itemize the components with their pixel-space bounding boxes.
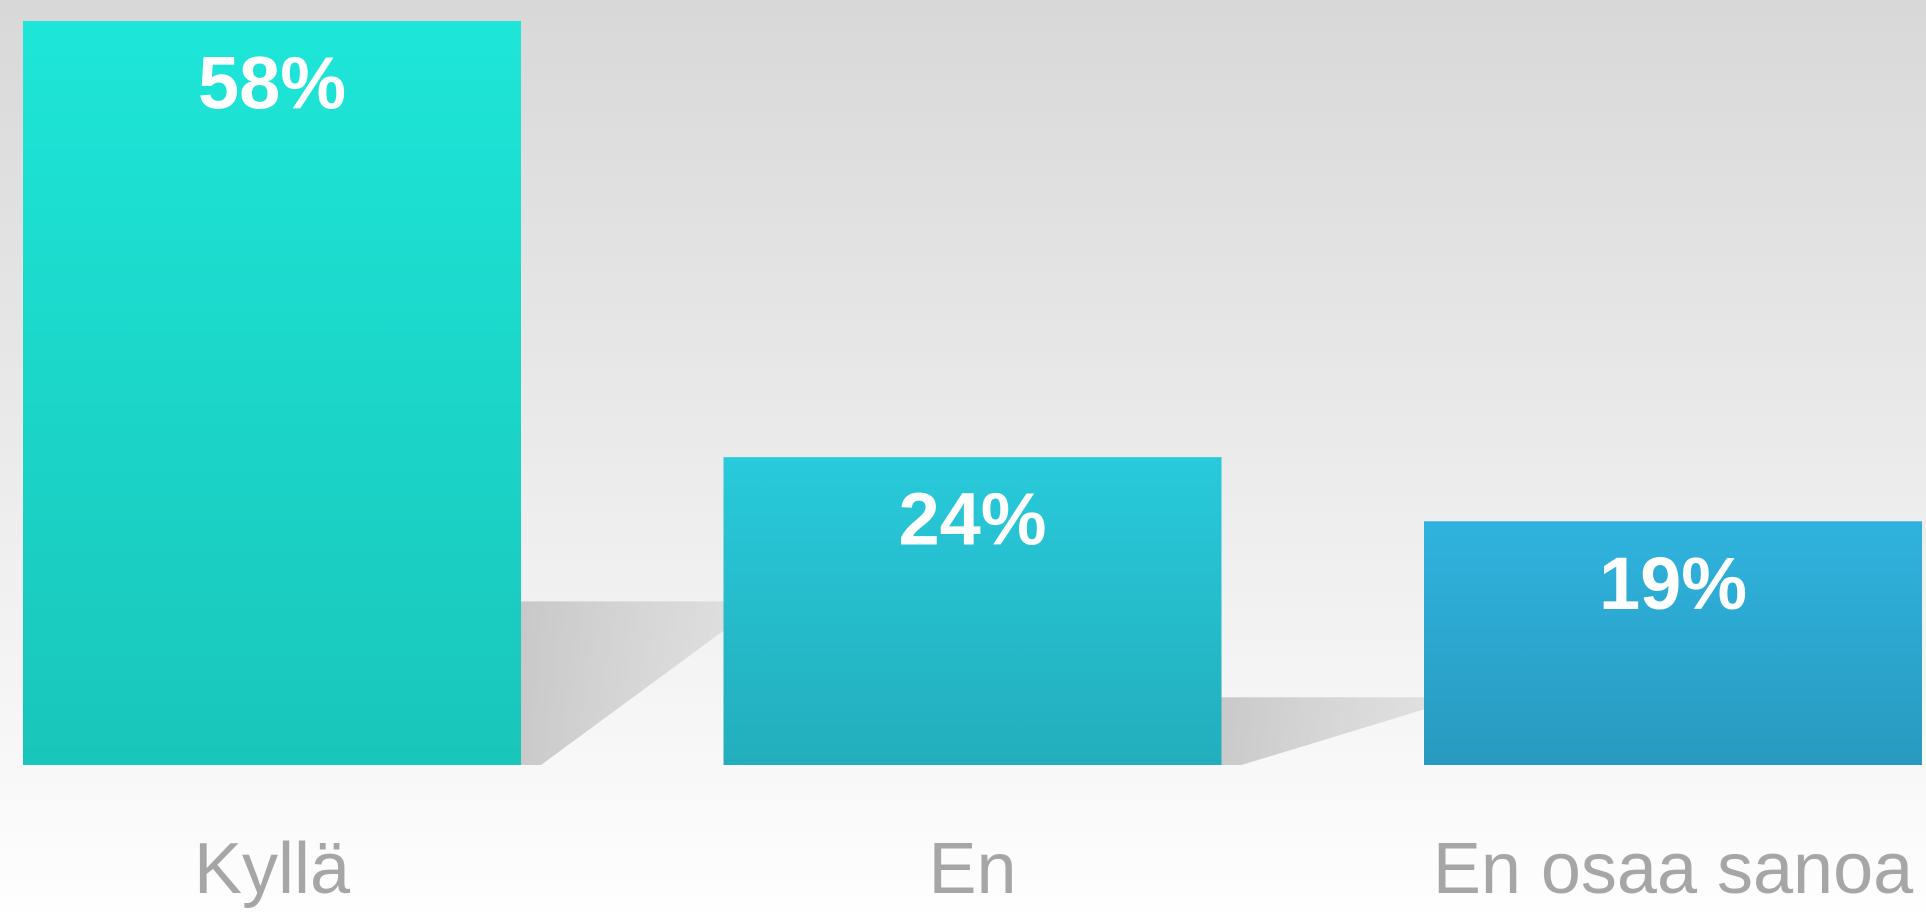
category-label: En bbox=[928, 829, 1016, 909]
bar-shading bbox=[723, 457, 1222, 765]
bar-shadow bbox=[1221, 697, 1464, 765]
value-label: 24% bbox=[898, 478, 1046, 561]
value-label: 58% bbox=[198, 42, 346, 125]
bar-shadow bbox=[521, 601, 764, 765]
category-label: Kyllä bbox=[194, 829, 351, 909]
bar-shading bbox=[1424, 521, 1922, 765]
category-label: En osaa sanoa bbox=[1433, 829, 1914, 909]
bar-shading bbox=[23, 21, 521, 765]
value-label: 19% bbox=[1599, 542, 1747, 625]
